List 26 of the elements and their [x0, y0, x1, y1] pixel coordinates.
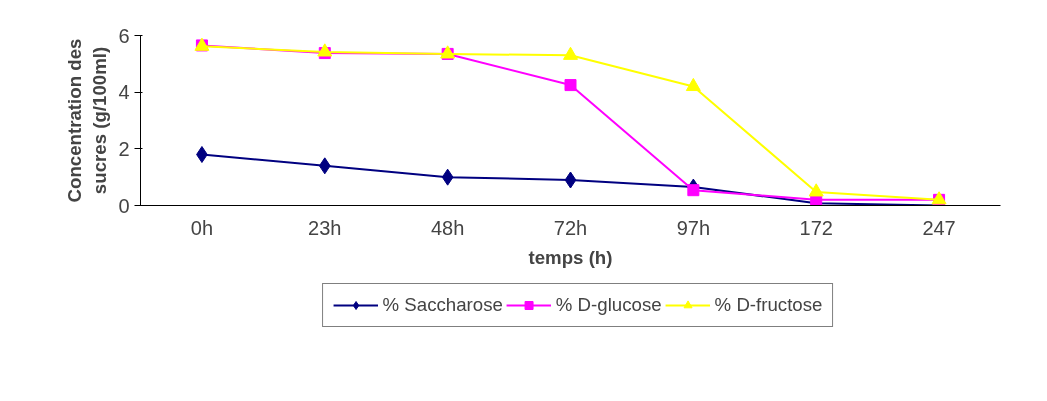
legend-label: % D-fructose	[714, 294, 823, 316]
x-axis-title: temps (h)	[528, 246, 613, 268]
point	[687, 184, 700, 197]
point	[564, 79, 577, 92]
x-tick-label: 0h	[190, 216, 214, 239]
point	[441, 168, 454, 186]
x-tick-label: 48h	[430, 216, 465, 239]
point	[563, 46, 578, 60]
y-tick-label: 6	[118, 24, 130, 47]
point	[564, 171, 577, 189]
x-tick-label: 172	[799, 216, 833, 239]
y-tick-label: 4	[118, 81, 130, 104]
y-tick-label: 2	[118, 137, 130, 160]
y-tick-label: 0	[118, 194, 130, 217]
point	[196, 146, 208, 163]
x-tick-label: 72h	[553, 216, 588, 239]
x-tick-label: 97h	[676, 216, 711, 239]
x-tick-label: 247	[922, 216, 956, 239]
x-tick-label: 23h	[308, 216, 342, 239]
legend-label: % Saccharose	[382, 294, 503, 316]
point	[685, 77, 701, 92]
legend-label: % D-glucose	[555, 294, 662, 316]
point	[318, 157, 331, 175]
point	[808, 183, 824, 197]
y-axis-title: Concentration des sucres (g/100ml)	[64, 38, 111, 203]
point	[317, 43, 333, 57]
